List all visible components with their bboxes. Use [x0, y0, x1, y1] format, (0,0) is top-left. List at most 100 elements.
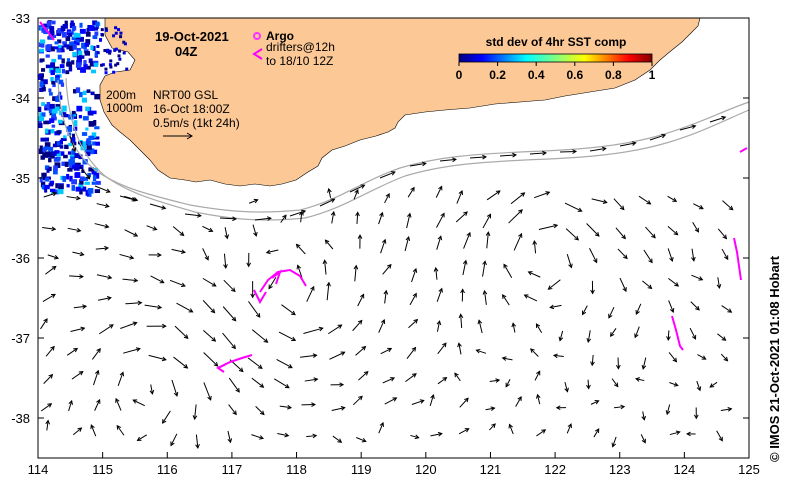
current-vector [355, 346, 366, 356]
sst-cell [68, 65, 73, 72]
current-vector-head [641, 438, 646, 444]
current-vector-head [665, 410, 671, 416]
current-vector-head [594, 428, 600, 433]
shelf-current-vector-head [85, 174, 91, 180]
current-vector-head [501, 356, 507, 361]
current-vector [536, 323, 543, 333]
current-vector-head [107, 274, 113, 280]
current-vector-head [78, 370, 84, 376]
sst-cell [78, 183, 84, 189]
current-vector [591, 354, 594, 366]
scale-arrow-head [186, 132, 193, 140]
current-vector-head [549, 304, 555, 310]
shelf-current-vector [254, 217, 271, 221]
current-vector [202, 300, 215, 313]
sst-cell [61, 161, 66, 166]
sst-cell [91, 181, 96, 185]
current-vector-head [340, 406, 346, 411]
sst-cell [57, 44, 62, 49]
sst-cell [68, 142, 73, 147]
current-vector-head [436, 320, 442, 326]
sst-cell [74, 153, 80, 159]
sst-cell [52, 96, 58, 102]
current-vector [717, 277, 720, 289]
sst-cell [48, 88, 52, 93]
current-vector [384, 397, 397, 405]
current-vector-head [520, 192, 526, 197]
current-vector-head [669, 308, 675, 314]
sst-cell [63, 44, 70, 48]
current-vector-head [132, 399, 138, 404]
sst-cell [59, 145, 64, 149]
map-date: 19-Oct-2021 [155, 29, 229, 44]
current-vector-head [227, 438, 233, 444]
current-vector-head [207, 395, 212, 401]
current-vector [559, 330, 564, 341]
sst-cell [76, 39, 80, 43]
current-vector [666, 404, 671, 415]
current-vector [300, 211, 303, 223]
sst-cell [73, 120, 78, 127]
current-vector [696, 380, 701, 391]
x-tick-label: 116 [157, 462, 178, 477]
sst-cell [118, 49, 122, 53]
sst-cell [108, 51, 112, 55]
y-axis-ticks: -33 -34 -35 -36 -37 -38 [11, 11, 749, 426]
current-vector [667, 248, 673, 262]
shelf-current-vector-head [71, 147, 77, 153]
sst-cell [66, 58, 71, 62]
current-vector-head [357, 319, 363, 325]
current-vector [273, 378, 290, 389]
current-vector-head [161, 356, 167, 362]
current-vector-head [295, 243, 301, 249]
sst-cell [71, 36, 76, 41]
sst-cell [75, 87, 81, 93]
current-vector-head [47, 403, 53, 408]
current-vector [435, 267, 438, 280]
current-vector-head [517, 396, 522, 401]
current-vector-head [669, 256, 674, 263]
current-vector-head [322, 259, 328, 265]
sst-cell [119, 35, 123, 39]
current-vector [405, 373, 417, 383]
current-vector-head [518, 209, 523, 214]
current-vector-head [73, 347, 79, 353]
current-vector [303, 327, 323, 334]
current-vector [115, 398, 122, 411]
sst-cell [71, 185, 76, 191]
current-vector-head [250, 293, 256, 299]
shelf-current-vector [649, 134, 666, 141]
current-vector-head [615, 364, 621, 370]
current-vector-head [462, 259, 468, 265]
current-vector-head [458, 189, 464, 195]
current-vector [248, 301, 261, 318]
current-vector-head [503, 263, 508, 269]
sst-cell [66, 184, 70, 188]
current-vector-head [353, 264, 359, 270]
current-vector-head [104, 223, 110, 229]
sst-cell [78, 154, 83, 160]
current-vector [281, 304, 296, 316]
current-vector-head [532, 239, 538, 245]
sst-cell [117, 54, 121, 58]
sst-cell [38, 148, 45, 155]
current-vector [436, 213, 445, 228]
current-vector-head [82, 304, 88, 309]
sst-cell [54, 150, 60, 154]
current-vector-head [466, 231, 471, 237]
shelf-current-vector [149, 203, 166, 209]
current-vector-head [518, 232, 523, 238]
current-vector-head [379, 211, 384, 217]
current-vector [202, 225, 213, 232]
current-vector-head [157, 252, 162, 258]
current-vector [173, 356, 188, 369]
sst-cell [82, 159, 88, 165]
sst-cell [62, 41, 67, 45]
current-vector [67, 227, 81, 232]
current-vector-head [129, 255, 135, 260]
sst-cell [95, 180, 101, 185]
sst-cell [41, 86, 46, 92]
current-vector-head [51, 293, 56, 299]
sst-cell [73, 126, 78, 131]
current-vector-head [694, 227, 699, 233]
